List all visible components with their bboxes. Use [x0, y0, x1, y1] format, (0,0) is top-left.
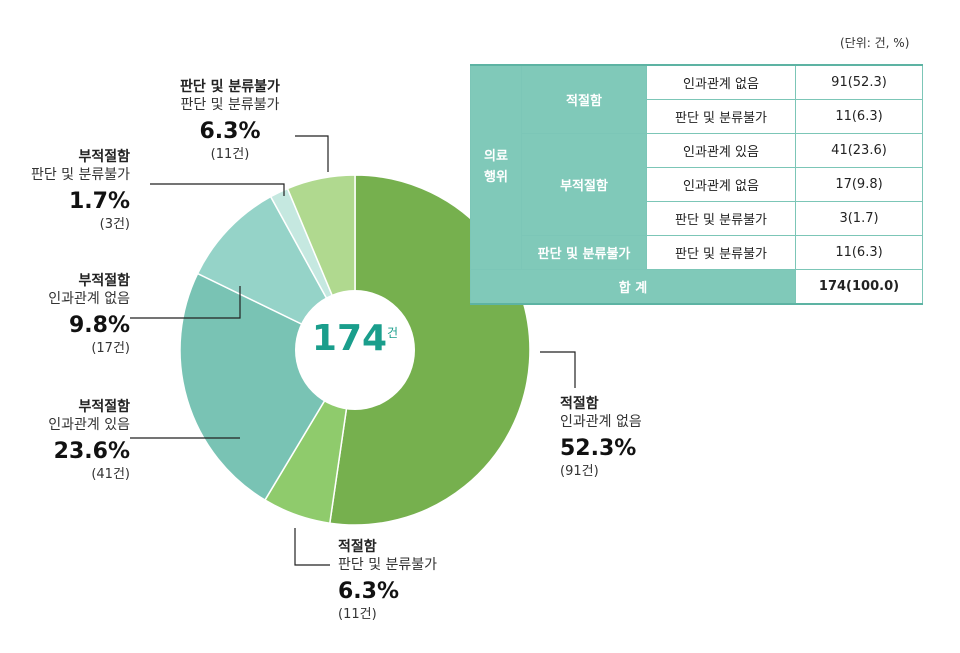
- leader-line-slice-1: [294, 528, 330, 566]
- label-slice-0: 적절함 인과관계 없음 52.3% (91건): [560, 395, 642, 481]
- leader-line-slice-4: [150, 183, 285, 196]
- label-slice-2: 부적절함 인과관계 있음 23.6% (41건): [10, 398, 130, 484]
- center-total-value: 174: [311, 318, 388, 359]
- subcategory-cell: 인과관계 없음: [646, 64, 796, 100]
- subcategory-cell: 판단 및 분류불가: [646, 235, 796, 270]
- value-cell: 91(52.3): [795, 64, 923, 100]
- label-percent: 52.3%: [560, 436, 637, 462]
- label-subcategory: 판단 및 분류불가: [180, 97, 280, 114]
- label-subcategory: 판단 및 분류불가: [338, 557, 438, 574]
- category-cell: 판단 및 분류불가: [521, 235, 647, 270]
- table-row: 의료 행위 적절함 인과관계 없음 91(52.3): [470, 64, 923, 270]
- center-total: 174건: [296, 318, 414, 359]
- label-subcategory: 판단 및 분류불가: [30, 167, 130, 184]
- leader-line-slice-3: [130, 286, 241, 319]
- label-count: (11건): [210, 146, 250, 162]
- label-category: 적절함: [338, 539, 377, 555]
- label-count: (11건): [338, 606, 377, 622]
- table-row: 판단 및 분류불가 11(6.3): [471, 99, 923, 134]
- value-cell: 17(9.8): [795, 167, 923, 202]
- category-cell: 부적절함: [521, 133, 647, 236]
- subcategory-cell: 인과관계 없음: [646, 167, 796, 202]
- group-header-cell: 의료 행위: [470, 64, 522, 270]
- label-category: 부적절함: [78, 149, 130, 165]
- label-category: 부적절함: [78, 273, 130, 289]
- label-count: (3건): [99, 216, 130, 232]
- label-percent: 6.3%: [199, 119, 261, 145]
- value-cell: 11(6.3): [795, 235, 923, 270]
- label-count: (17건): [91, 340, 130, 356]
- label-percent: 23.6%: [53, 439, 130, 465]
- leader-line-slice-5: [295, 135, 329, 172]
- label-category: 적절함: [560, 396, 599, 412]
- label-percent: 9.8%: [68, 313, 130, 339]
- table-row: 판단 및 분류불가 판단 및 분류불가 11(6.3): [471, 235, 923, 270]
- center-total-unit: 건: [387, 326, 399, 340]
- value-cell: 11(6.3): [795, 99, 923, 134]
- total-value-cell: 174(100.0): [795, 269, 923, 305]
- label-subcategory: 인과관계 없음: [560, 414, 642, 431]
- table-total-row: 합 계 174(100.0): [470, 269, 923, 305]
- subcategory-cell: 판단 및 분류불가: [646, 201, 796, 236]
- donut-hole: [295, 290, 415, 410]
- total-label-cell: 합 계: [470, 269, 796, 305]
- label-count: (41건): [91, 466, 130, 482]
- table-row: 인과관계 없음 17(9.8): [471, 167, 923, 202]
- value-cell: 41(23.6): [795, 133, 923, 168]
- label-count: (91건): [560, 463, 599, 479]
- label-category: 판단 및 분류불가: [180, 79, 280, 95]
- unit-note: (단위: 건, %): [840, 36, 910, 50]
- label-category: 부적절함: [78, 399, 130, 415]
- summary-table: 의료 행위 적절함 인과관계 없음 91(52.3) 판단 및 분류불가 11(…: [470, 64, 923, 305]
- leader-line-slice-0: [540, 351, 576, 388]
- label-subcategory: 인과관계 있음: [48, 417, 130, 434]
- label-subcategory: 인과관계 없음: [48, 291, 130, 308]
- label-percent: 1.7%: [68, 189, 130, 215]
- category-cell: 적절함: [521, 64, 647, 134]
- subcategory-cell: 판단 및 분류불가: [646, 99, 796, 134]
- label-slice-5: 판단 및 분류불가 판단 및 분류불가 6.3% (11건): [160, 78, 300, 164]
- label-slice-1: 적절함 판단 및 분류불가 6.3% (11건): [338, 538, 437, 624]
- value-cell: 3(1.7): [795, 201, 923, 236]
- label-slice-4: 부적절함 판단 및 분류불가 1.7% (3건): [10, 148, 130, 234]
- subcategory-cell: 인과관계 있음: [646, 133, 796, 168]
- table-row: 부적절함 인과관계 있음 41(23.6): [471, 133, 923, 236]
- label-slice-3: 부적절함 인과관계 없음 9.8% (17건): [10, 272, 130, 358]
- label-percent: 6.3%: [338, 579, 400, 605]
